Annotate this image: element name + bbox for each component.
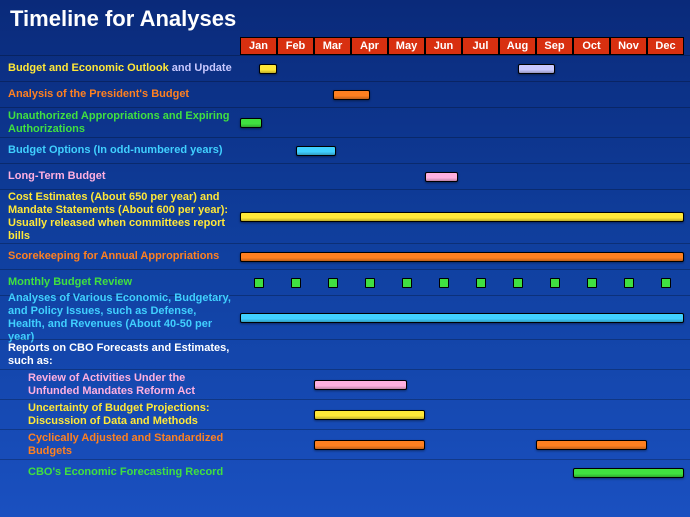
row-track <box>240 82 684 107</box>
row-label: Cyclically Adjusted and Standardized Bud… <box>0 428 240 462</box>
monthly-tick <box>439 278 449 288</box>
monthly-tick <box>661 278 671 288</box>
monthly-tick <box>328 278 338 288</box>
monthly-tick <box>550 278 560 288</box>
gantt-bar <box>240 212 684 222</box>
timeline-row: Reports on CBO Forecasts and Estimates, … <box>0 339 690 369</box>
month-cell-nov: Nov <box>610 37 647 55</box>
gantt-bar <box>240 118 262 128</box>
month-cell-jul: Jul <box>462 37 499 55</box>
gantt-bar <box>425 172 458 182</box>
monthly-tick <box>513 278 523 288</box>
row-track <box>240 108 684 137</box>
timeline-row: Budget Options (In odd-numbered years) <box>0 137 690 163</box>
month-cell-feb: Feb <box>277 37 314 55</box>
timeline-row: Long-Term Budget <box>0 163 690 189</box>
monthly-tick <box>402 278 412 288</box>
timeline-row: Budget and Economic Outlook and Update <box>0 55 690 81</box>
timeline-row: CBO's Economic Forecasting Record <box>0 459 690 485</box>
row-label: Long-Term Budget <box>0 166 240 187</box>
timeline-row: Uncertainty of Budget Projections: Discu… <box>0 399 690 429</box>
timeline-row: Analysis of the President's Budget <box>0 81 690 107</box>
row-label-part: Review of Activities Under the Unfunded … <box>28 372 195 397</box>
month-header: JanFebMarAprMayJunJulAugSepOctNovDec <box>240 37 684 55</box>
gantt-bar <box>314 380 407 390</box>
row-track <box>240 270 684 295</box>
row-label-part: Budget and Economic Outlook <box>8 62 169 74</box>
timeline-row: Analyses of Various Economic, Budgetary,… <box>0 295 690 339</box>
monthly-tick <box>624 278 634 288</box>
monthly-tick <box>587 278 597 288</box>
row-track <box>240 460 684 485</box>
row-label: Reports on CBO Forecasts and Estimates, … <box>0 338 240 372</box>
row-label-part: Cost Estimates (About 650 per year) and … <box>8 191 228 242</box>
month-cell-aug: Aug <box>499 37 536 55</box>
row-track <box>240 56 684 81</box>
month-cell-sep: Sep <box>536 37 573 55</box>
row-label: Review of Activities Under the Unfunded … <box>0 368 240 402</box>
gantt-bar <box>536 440 647 450</box>
gantt-bar <box>333 90 370 100</box>
rows-container: Budget and Economic Outlook and Update An… <box>0 55 690 485</box>
month-cell-dec: Dec <box>647 37 684 55</box>
row-track <box>240 400 684 429</box>
row-track <box>240 370 684 399</box>
row-label-part: Analysis of the President's Budget <box>8 88 189 100</box>
month-cell-apr: Apr <box>351 37 388 55</box>
row-label-part: Reports on CBO Forecasts and Estimates, … <box>8 342 229 367</box>
row-label-part: Monthly Budget Review <box>8 276 132 288</box>
row-label: Budget and Economic Outlook and Update <box>0 58 240 79</box>
row-track <box>240 138 684 163</box>
row-label: CBO's Economic Forecasting Record <box>0 462 240 483</box>
row-track <box>240 430 684 459</box>
gantt-bar <box>240 313 684 323</box>
monthly-tick <box>254 278 264 288</box>
row-label: Budget Options (In odd-numbered years) <box>0 140 240 161</box>
timeline-row: Scorekeeping for Annual Appropriations <box>0 243 690 269</box>
timeline-row: Cost Estimates (About 650 per year) and … <box>0 189 690 243</box>
chart-title: Timeline for Analyses <box>0 0 690 42</box>
monthly-tick <box>365 278 375 288</box>
timeline-row: Cyclically Adjusted and Standardized Bud… <box>0 429 690 459</box>
row-track <box>240 340 684 369</box>
gantt-bar <box>518 64 555 74</box>
row-label: Scorekeeping for Annual Appropriations <box>0 246 240 267</box>
timeline-row: Review of Activities Under the Unfunded … <box>0 369 690 399</box>
timeline-chart: Timeline for Analyses JanFebMarAprMayJun… <box>0 0 690 517</box>
month-cell-jun: Jun <box>425 37 462 55</box>
row-label-part: CBO's Economic Forecasting Record <box>28 466 223 478</box>
gantt-bar <box>296 146 337 156</box>
row-label-part: and Update <box>169 62 232 74</box>
month-cell-oct: Oct <box>573 37 610 55</box>
row-label-part: Budget Options (In odd-numbered years) <box>8 144 223 156</box>
month-cell-may: May <box>388 37 425 55</box>
row-label: Analysis of the President's Budget <box>0 84 240 105</box>
row-label: Cost Estimates (About 650 per year) and … <box>0 187 240 247</box>
month-cell-mar: Mar <box>314 37 351 55</box>
row-label-part: Cyclically Adjusted and Standardized Bud… <box>28 432 223 457</box>
row-track <box>240 244 684 269</box>
row-label-part: Unauthorized Appropriations and Expiring… <box>8 110 229 135</box>
row-track <box>240 296 684 339</box>
monthly-tick <box>476 278 486 288</box>
timeline-row: Unauthorized Appropriations and Expiring… <box>0 107 690 137</box>
gantt-bar <box>314 440 425 450</box>
row-label: Unauthorized Appropriations and Expiring… <box>0 106 240 140</box>
gantt-bar <box>573 468 684 478</box>
row-track <box>240 164 684 189</box>
gantt-bar <box>240 252 684 262</box>
row-label-part: Analyses of Various Economic, Budgetary,… <box>8 292 231 343</box>
monthly-tick <box>291 278 301 288</box>
row-label-part: Long-Term Budget <box>8 170 106 182</box>
gantt-bar <box>314 410 425 420</box>
gantt-bar <box>259 64 278 74</box>
row-label-part: Scorekeeping for Annual Appropriations <box>8 250 219 262</box>
row-track <box>240 190 684 243</box>
row-label-part: Uncertainty of Budget Projections: Discu… <box>28 402 210 427</box>
month-cell-jan: Jan <box>240 37 277 55</box>
row-label: Uncertainty of Budget Projections: Discu… <box>0 398 240 432</box>
